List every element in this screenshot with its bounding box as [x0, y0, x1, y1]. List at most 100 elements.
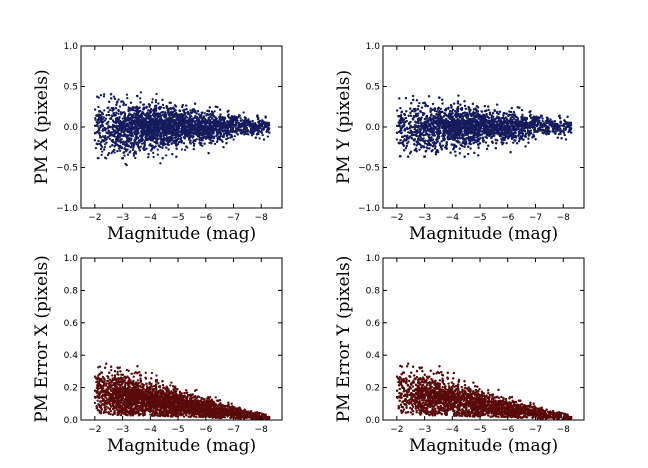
pm-x-data-point — [152, 114, 156, 117]
pm-x-data-point — [218, 115, 222, 118]
pm-x-data-point — [176, 132, 179, 135]
pm-x-data-point — [114, 143, 117, 146]
pm-x-data-point — [174, 139, 178, 143]
pm-x-data-point — [175, 147, 178, 150]
pm-x-data-point — [117, 112, 120, 115]
pm-x-data-point — [198, 116, 202, 119]
pm-x-data-point — [189, 109, 192, 112]
pm-x-data-point — [126, 96, 129, 100]
pm-x-data-point — [114, 121, 118, 124]
pm-x-data-point — [115, 111, 118, 114]
pm-x-data-point — [197, 123, 200, 127]
pm-x-data-point — [123, 147, 126, 150]
pm-x-data-point — [135, 128, 139, 131]
pm-x-data-point — [123, 131, 126, 134]
pm-x-data-point — [143, 143, 146, 146]
pm-x-data-point — [251, 119, 254, 123]
pm-x-data-point — [163, 116, 166, 119]
pm-x-data-point — [185, 145, 188, 148]
pm-x-data-point — [144, 122, 147, 126]
pm-x-data-point — [129, 107, 132, 110]
pm-x-data-point — [110, 97, 113, 100]
pm-x-data-point — [118, 116, 121, 119]
pm-x-data-point — [254, 127, 257, 130]
pm-x-data-point — [244, 121, 247, 125]
pm-x-data-point — [177, 137, 180, 140]
pm-x-data-point — [165, 122, 168, 125]
pm-x-data-point — [204, 121, 207, 125]
pm-x-data-point — [148, 144, 151, 147]
pm-x-data-point — [167, 143, 170, 147]
pm-x-data-point — [150, 130, 153, 133]
pm-x-data-point — [215, 140, 219, 143]
pm-x-data-point — [257, 121, 260, 124]
pm-x-data-point — [132, 154, 136, 157]
pm-x-data-point — [257, 116, 260, 120]
pm-x-data-point — [213, 124, 216, 127]
pm-x-data-point — [168, 114, 171, 117]
pm-x-data-point — [210, 132, 214, 135]
pm-x-data-point — [129, 101, 133, 104]
pm-x-data-point — [184, 130, 188, 134]
pm-x-data-point — [169, 126, 172, 130]
pm-x-data-point — [115, 130, 119, 133]
pm-x-data-point — [132, 116, 135, 119]
pm-x-data-point — [97, 127, 101, 130]
pm-x-data-point — [190, 125, 193, 128]
pm-x-data-point — [98, 142, 101, 146]
pm-x-data-point — [175, 144, 178, 147]
pm-x-data-point — [154, 100, 158, 104]
pm-x-data-point — [267, 124, 271, 127]
pm-x-data-point — [232, 138, 235, 141]
pm-x-data-point — [153, 112, 156, 115]
pm-x-data-point — [162, 144, 165, 147]
pm-x-data-point — [199, 121, 203, 125]
pm-x-xtick-label: −6 — [199, 213, 213, 223]
pm-x-data-point — [124, 133, 127, 136]
pm-x-data-point — [221, 135, 225, 138]
pm-x-data-point — [216, 137, 219, 140]
pm-x-data-point — [144, 125, 147, 129]
pm-x-data-point — [179, 139, 183, 143]
pm-x-data-point — [102, 95, 106, 98]
pm-x-data-point — [127, 140, 130, 143]
pm-x-data-point — [98, 116, 101, 119]
pm-x-data-point — [152, 155, 155, 159]
pm-x-data-point — [153, 120, 157, 124]
pm-x-data-point — [164, 132, 167, 136]
pm-x-data-point — [110, 139, 113, 142]
pm-x-data-point — [172, 113, 175, 117]
pm-x-data-point — [111, 144, 114, 147]
pm-x-data-point — [158, 114, 161, 117]
pm-x-data-point — [193, 102, 197, 105]
pm-x-data-point — [150, 147, 154, 151]
pm-x-data-point — [116, 149, 119, 153]
pm-x-data-point — [161, 146, 164, 149]
pm-x-data-point — [161, 111, 164, 114]
pm-x-data-point — [162, 127, 165, 130]
pm-x-data-point — [237, 122, 240, 126]
pm-x-data-point — [123, 114, 127, 117]
pm-x-data-point — [177, 130, 180, 133]
pm-x-data-point — [226, 114, 230, 117]
pm-x-data-point — [196, 135, 200, 138]
pm-x-data-point — [139, 91, 143, 94]
pm-x-data-point — [145, 105, 148, 109]
pm-x-data-point — [175, 135, 178, 138]
pm-x-data-point — [93, 108, 97, 111]
pm-x-data-point — [139, 116, 142, 119]
pm-x-data-point — [194, 110, 197, 113]
pm-x-data-point — [186, 124, 189, 128]
pm-x-data-point — [209, 128, 212, 131]
pm-x-data-point — [207, 133, 210, 137]
pm-x-data-point — [125, 125, 129, 128]
pm-x-data-point — [201, 144, 204, 148]
pm-x-data-point — [172, 122, 175, 125]
pm-x-data-point — [169, 130, 172, 134]
pm-x-data-point — [255, 129, 258, 132]
pm-x-data-point — [154, 127, 157, 130]
pm-x-data-point — [236, 129, 239, 132]
pm-x-data-point — [268, 131, 271, 134]
pm-x-data-point — [153, 146, 156, 149]
pm-x-data-point — [164, 126, 168, 130]
